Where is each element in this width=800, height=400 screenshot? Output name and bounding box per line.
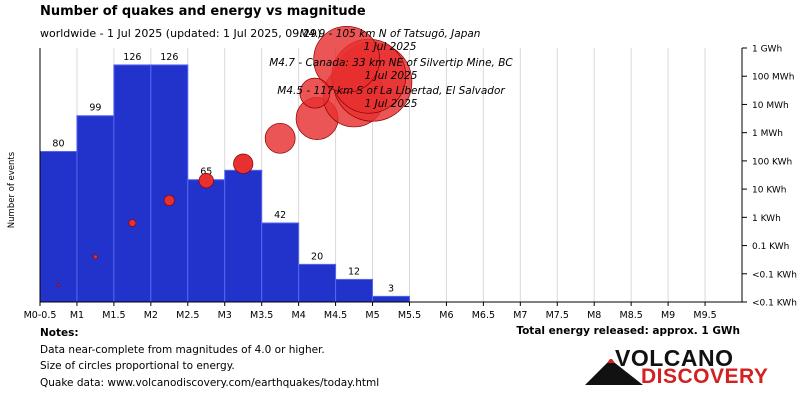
notes-line-2: Size of circles proportional to energy.	[40, 360, 235, 372]
bar-count-label-2: 126	[123, 52, 141, 63]
large-quake-circle-2	[299, 77, 331, 109]
x-tick-label-8: M4.5	[324, 310, 347, 321]
annotation-line2-2: 1 Jul 2025	[364, 41, 417, 53]
bar-0	[39, 150, 78, 303]
energy-tick-label-1: 100 MWh	[752, 73, 794, 83]
x-tick-label-1: M1	[70, 310, 84, 321]
energy-circle-2	[128, 219, 137, 227]
bar-9	[372, 295, 410, 303]
energy-circle-1	[93, 254, 98, 260]
bar-count-label-0: 80	[52, 138, 64, 149]
energy-circle-5	[233, 153, 254, 174]
energy-tick-label-6: 1 KWh	[752, 214, 781, 224]
bar-7	[298, 263, 337, 303]
x-tick-label-0: M0-0.5	[24, 310, 57, 321]
x-tick-label-18: M9.5	[693, 310, 716, 321]
large-quake-circle-1	[313, 25, 381, 93]
energy-circles	[56, 25, 413, 287]
bar-5	[224, 169, 263, 303]
x-tick-label-9: M5	[365, 310, 379, 321]
annotation-line1-2: M4.9 - 105 km N of Tatsugō, Japan	[300, 28, 481, 40]
x-tick-label-2: M1.5	[102, 310, 125, 321]
chart-subtitle: worldwide - 1 Jul 2025 (updated: 1 Jul 2…	[40, 27, 322, 40]
bar-count-label-7: 20	[311, 251, 323, 262]
bar-6	[261, 222, 300, 303]
energy-circle-3	[163, 194, 175, 206]
total-energy-label: Total energy released: approx. 1 GWh	[516, 325, 740, 337]
x-tick-label-14: M7.5	[546, 310, 569, 321]
annotation-line1-0: M4.5 - 117 km S of La Libertad, El Salva…	[277, 85, 505, 97]
bar-1	[76, 115, 115, 303]
annotation-line1-1: M4.7 - Canada: 33 km NE of Silvertip Min…	[269, 57, 513, 69]
bar-count-label-1: 99	[89, 103, 101, 114]
x-tick-label-15: M8	[587, 310, 601, 321]
x-tick-label-12: M6.5	[472, 310, 495, 321]
logo-line-2: DISCOVERY	[641, 365, 769, 388]
x-tick-label-10: M5.5	[398, 310, 421, 321]
energy-tick-labels: 1 GWh 100 MWh 10 MWh 1 MWh 100 KWh 10 KWh 1 KW…	[742, 45, 797, 309]
notes-line-3: Quake data: www.volcanodiscovery.com/ear…	[40, 376, 380, 389]
notes-line-1: Data near-complete from magnitudes of 4.…	[40, 343, 325, 356]
energy-circle-4	[198, 173, 214, 189]
bar-8	[335, 278, 374, 303]
bar-count-label-6: 42	[274, 210, 286, 221]
energy-tick-label-4: 100 KWh	[752, 157, 792, 167]
x-tick-label-16: M8.5	[620, 310, 643, 321]
energy-tick-label-5: 10 KWh	[752, 186, 787, 196]
bar-count-label-3: 126	[160, 52, 178, 63]
quake-annotations: M4.5 - 117 km S of La Libertad, El Salva…	[269, 28, 513, 110]
energy-tick-label-7: 0.1 KWh	[752, 242, 789, 252]
bar-count-label-9: 3	[388, 283, 394, 294]
notes: Notes: Data near-complete from magnitude…	[40, 325, 379, 391]
volcano-logo-icon	[585, 359, 643, 385]
x-tick-label-4: M2.5	[176, 310, 199, 321]
logo-line-1: VOLCANO	[615, 345, 734, 371]
volcano-discovery-logo: VOLCANO DISCOVERY	[585, 345, 769, 392]
annotation-line2-0: 1 Jul 2025	[365, 98, 418, 110]
x-tick-label-13: M7	[513, 310, 527, 321]
energy-tick-label-2: 10 MWh	[752, 101, 789, 111]
x-tick-label-5: M3	[218, 310, 232, 321]
bar-count-label-8: 12	[348, 266, 360, 277]
magnitude-histogram: 809912612665704220123 M0-0.5M1M1.5M2M2.5…	[24, 25, 797, 321]
bar-3	[150, 64, 189, 303]
bar-4	[187, 179, 226, 303]
energy-tick-label-8: <0.1 KWh	[752, 270, 797, 280]
x-tick-label-11: M6	[439, 310, 453, 321]
bar-count-label-4: 65	[200, 167, 212, 178]
energy-circle-0	[56, 283, 61, 287]
x-tick-label-17: M9	[661, 310, 675, 321]
bar-2	[113, 64, 152, 303]
x-tick-labels: M0-0.5 M1 M1.5 M2 M2.5 M3 M3.5 M4 M4.5 M5 M5.5 M6 M6…	[24, 302, 717, 321]
energy-circle-6	[264, 122, 296, 154]
x-tick-label-7: M4	[292, 310, 306, 321]
x-tick-label-3: M2	[144, 310, 158, 321]
energy-tick-label-9: <0.1 KWh	[752, 299, 797, 309]
notes-heading: Notes:	[40, 327, 79, 339]
x-tick-label-6: M3.5	[250, 310, 273, 321]
energy-tick-label-0: 1 GWh	[752, 45, 782, 55]
chart-title: Number of quakes and energy vs magnitude	[40, 4, 366, 19]
energy-tick-label-3: 1 MWh	[752, 129, 783, 139]
annotation-line2-1: 1 Jul 2025	[365, 70, 418, 82]
bars	[39, 64, 410, 303]
axes	[39, 48, 743, 303]
